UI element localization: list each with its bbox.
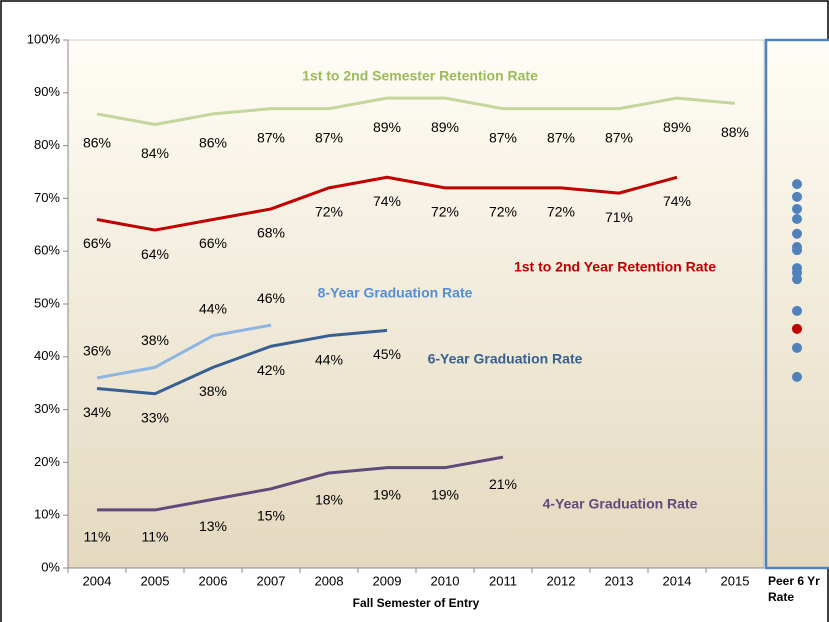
data-label: 72%: [431, 204, 459, 220]
data-label: 86%: [83, 135, 111, 151]
series-line: [96, 328, 388, 396]
data-label: 38%: [141, 332, 169, 348]
y-tick-label: 40%: [34, 348, 60, 363]
x-tick-label: 2013: [605, 573, 634, 588]
data-label: 74%: [663, 193, 691, 209]
data-label: 45%: [373, 346, 401, 362]
series-name: 6-Year Graduation Rate: [428, 351, 583, 367]
data-label: 71%: [605, 209, 633, 225]
data-label: 84%: [141, 145, 169, 161]
x-tick-label: 2012: [547, 573, 576, 588]
y-tick-label: 50%: [34, 295, 60, 310]
series-line: [96, 175, 678, 232]
peer-dot: [792, 245, 802, 256]
data-label: 19%: [431, 486, 459, 502]
x-tick-label: 2008: [315, 573, 344, 588]
data-label: 89%: [663, 119, 691, 135]
peer-dot: [792, 191, 802, 202]
data-label: 64%: [141, 246, 169, 262]
y-tick-label: 70%: [34, 190, 60, 205]
data-label: 72%: [315, 204, 343, 220]
peer-dot: [792, 213, 802, 224]
y-tick-label: 30%: [34, 401, 60, 416]
data-label: 87%: [489, 129, 517, 145]
series-name: 4-Year Graduation Rate: [543, 496, 698, 512]
x-tick-label: 2009: [373, 573, 402, 588]
series-line: [97, 455, 504, 512]
data-label: 42%: [257, 362, 285, 378]
data-label: 89%: [431, 119, 459, 135]
data-label: 87%: [605, 129, 633, 145]
data-label: 11%: [142, 529, 169, 545]
x-tick-label: 2010: [431, 573, 460, 588]
peer-dot: [792, 179, 802, 190]
peer-dot: [792, 274, 802, 285]
data-label: 34%: [83, 404, 111, 420]
peer-dot: [792, 203, 802, 214]
data-label: 74%: [373, 193, 401, 209]
x-tick-label: 2004: [83, 573, 112, 588]
peer-panel: [764, 38, 829, 570]
data-label: 36%: [83, 343, 111, 359]
y-tick-label: 100%: [27, 31, 61, 46]
data-label: 88%: [721, 124, 749, 140]
peer-dot: [792, 305, 802, 316]
data-label: 66%: [199, 235, 227, 251]
series-line: [96, 323, 272, 380]
data-label: 66%: [83, 235, 111, 251]
series-name: 1st to 2nd Year Retention Rate: [514, 259, 716, 275]
data-label: 46%: [257, 290, 285, 306]
x-tick-label: 2015: [721, 573, 750, 588]
peer-dot: [792, 228, 802, 239]
plot-area: [67, 39, 765, 569]
series-line: [96, 96, 736, 126]
x-tick-label: 2005: [141, 573, 170, 588]
peer-dot: [792, 342, 802, 353]
y-tick-label: 60%: [34, 243, 60, 258]
data-label: 87%: [257, 129, 285, 145]
data-label: 72%: [489, 204, 517, 220]
data-label: 15%: [257, 508, 285, 524]
data-label: 87%: [315, 129, 343, 145]
data-label: 44%: [199, 300, 227, 316]
peer-dot: [792, 371, 802, 382]
data-label: 13%: [199, 518, 227, 534]
y-tick-label: 80%: [34, 137, 60, 152]
peer-label: Peer 6 Yr: [768, 574, 820, 588]
data-label: 87%: [547, 129, 575, 145]
x-axis-title: Fall Semester of Entry: [353, 596, 480, 610]
data-label: 86%: [199, 135, 227, 151]
data-label: 33%: [141, 409, 169, 425]
data-label: 19%: [373, 486, 401, 502]
data-label: 72%: [547, 204, 575, 220]
data-label: 11%: [84, 529, 111, 545]
y-tick-label: 10%: [34, 507, 60, 522]
series-name: 8-Year Graduation Rate: [318, 285, 473, 301]
x-tick-label: 2011: [489, 573, 517, 588]
x-tick-label: 2014: [663, 573, 692, 588]
x-tick-label: 2006: [199, 573, 228, 588]
peer-dot: [792, 323, 802, 334]
y-tick-label: 0%: [41, 559, 60, 574]
data-label: 18%: [315, 492, 343, 508]
data-label: 44%: [315, 351, 343, 367]
data-label: 89%: [373, 119, 401, 135]
data-label: 21%: [489, 476, 517, 492]
y-tick-label: 90%: [34, 84, 60, 99]
peer-label: Rate: [768, 590, 794, 604]
series-name: 1st to 2nd Semester Retention Rate: [302, 68, 538, 84]
y-tick-label: 20%: [34, 454, 60, 469]
x-tick-label: 2007: [257, 573, 286, 588]
data-label: 68%: [257, 225, 285, 241]
data-label: 38%: [199, 383, 227, 399]
